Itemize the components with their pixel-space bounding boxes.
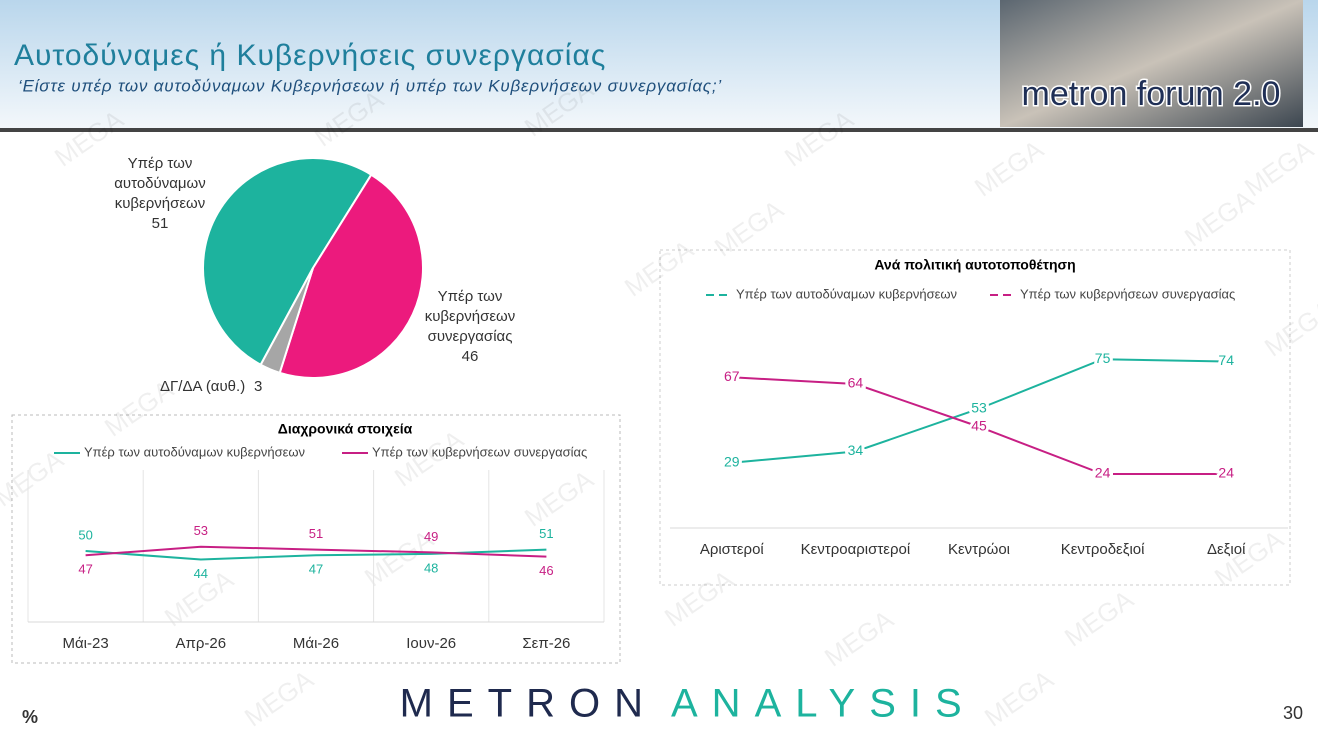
series-line (731, 358, 1227, 464)
watermark: MEGA (1059, 584, 1139, 653)
x-tick-label: Κεντρώοι (948, 541, 1010, 558)
data-label: 67 (724, 368, 740, 384)
x-tick-label: Κεντροαριστεροί (801, 541, 911, 558)
data-label: 29 (724, 453, 740, 469)
data-label: 51 (309, 526, 323, 541)
unit: % (22, 707, 38, 727)
x-tick-label: Μάι-26 (293, 635, 339, 652)
chart-title: Διαχρονικά στοιχεία (278, 421, 413, 437)
watermark: MEGA (659, 564, 739, 633)
pie-slice (202, 157, 373, 367)
data-label: 49 (424, 529, 438, 544)
watermark: MEGA (819, 604, 899, 673)
x-tick-label: Σεπ-26 (522, 635, 570, 652)
data-label: 44 (194, 566, 208, 581)
watermark: MEGA (979, 664, 1059, 733)
legend-label: Υπέρ των κυβερνήσεων συνεργασίας (372, 444, 587, 459)
title: Αυτοδύναμες ή Κυβερνήσεις συνεργασίας (14, 39, 606, 72)
pie-slice (278, 173, 424, 379)
legend-label: Υπέρ των κυβερνήσεων συνεργασίας (1020, 286, 1235, 301)
series-line (85, 548, 547, 561)
watermark: MEGA (969, 134, 1049, 203)
data-label: 53 (194, 523, 208, 538)
chart-frame (659, 249, 1291, 586)
data-label: 51 (539, 526, 553, 541)
x-tick-label: Αριστεροί (700, 541, 765, 558)
pie-slice (259, 267, 314, 375)
watermark: MEGA (1239, 134, 1318, 203)
data-label: 74 (1218, 352, 1234, 368)
header-rule (0, 128, 1318, 132)
brand: METRON (400, 682, 657, 726)
pie-label: Υπέρ των κυβερνήσεων συνεργασίας (424, 288, 516, 345)
x-tick-label: Απρ-26 (176, 635, 227, 652)
data-label: 50 (78, 527, 92, 542)
data-label: 45 (971, 417, 987, 433)
pie-label: Υπέρ των αυτοδύναμων κυβερνήσεων (114, 155, 206, 212)
pie-value: 51 (151, 215, 169, 232)
series-line (731, 376, 1227, 475)
legend-label: Υπέρ των αυτοδύναμων κυβερνήσεων (84, 444, 305, 459)
data-label: 53 (971, 399, 987, 415)
x-tick-label: Δεξιοί (1207, 541, 1246, 558)
watermark: MEGA (239, 664, 319, 733)
data-label: 24 (1218, 465, 1234, 481)
watermark: MEGA (1259, 294, 1318, 363)
page-number: 30 (1283, 703, 1303, 723)
logo-text: metron forum 2.0 (1022, 75, 1281, 113)
watermark: MEGA (519, 464, 599, 533)
watermark: MEGA (709, 194, 789, 263)
brand: ANALYSIS (671, 682, 976, 726)
watermark: MEGA (1179, 184, 1259, 253)
data-label: 75 (1095, 350, 1111, 366)
watermark: MEGA (619, 234, 699, 303)
pie-value: 3 (254, 378, 263, 395)
series-line (85, 545, 547, 558)
data-label: 46 (539, 563, 553, 578)
chart-title: Ανά πολιτική αυτοτοποθέτηση (874, 257, 1075, 273)
data-label: 34 (848, 442, 864, 458)
watermark: MEGA (1209, 524, 1289, 593)
data-label: 47 (78, 562, 92, 577)
x-tick-label: Ιουν-26 (406, 635, 456, 652)
legend-label: Υπέρ των αυτοδύναμων κυβερνήσεων (736, 286, 957, 301)
logo-image (1000, 0, 1303, 127)
subtitle: ‘Είστε υπέρ των αυτοδύναμων Κυβερνήσεων … (18, 76, 722, 95)
pie-value: 46 (461, 348, 479, 365)
data-label: 64 (848, 375, 864, 391)
x-tick-label: Κεντροδεξιοί (1061, 541, 1145, 558)
data-label: 47 (309, 562, 323, 577)
chart-frame (11, 414, 621, 664)
data-label: 48 (424, 560, 438, 575)
pie-label: ΔΓ/ΔΑ (αυθ.) (160, 378, 246, 395)
x-tick-label: Μάι-23 (63, 635, 109, 652)
data-label: 24 (1095, 465, 1111, 481)
